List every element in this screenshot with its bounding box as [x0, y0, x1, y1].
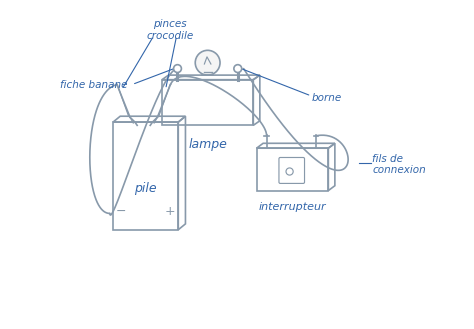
- Text: borne: borne: [312, 93, 342, 103]
- Text: interrupteur: interrupteur: [259, 202, 326, 212]
- Text: pile: pile: [134, 182, 157, 195]
- Text: fils de
connexion: fils de connexion: [373, 154, 426, 175]
- Text: −: −: [116, 205, 127, 218]
- Text: pinces
crocodile: pinces crocodile: [146, 19, 194, 41]
- Text: +: +: [165, 205, 175, 218]
- Text: lampe: lampe: [188, 138, 227, 151]
- Circle shape: [173, 65, 182, 72]
- Circle shape: [195, 50, 220, 75]
- Circle shape: [234, 65, 242, 72]
- Text: fiche banane: fiche banane: [60, 80, 128, 89]
